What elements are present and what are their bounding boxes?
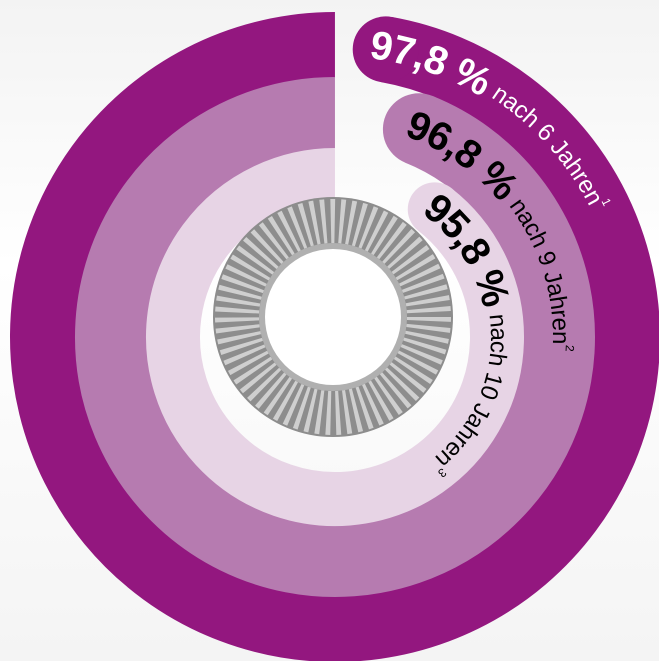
page: 97,8 %nach 6 Jahren196,8 %nach 9 Jahren2… [0,0,659,661]
footnote: 2 [562,345,576,353]
washer-hole [265,249,401,385]
infographic: 97,8 %nach 6 Jahren196,8 %nach 9 Jahren2… [0,0,659,661]
